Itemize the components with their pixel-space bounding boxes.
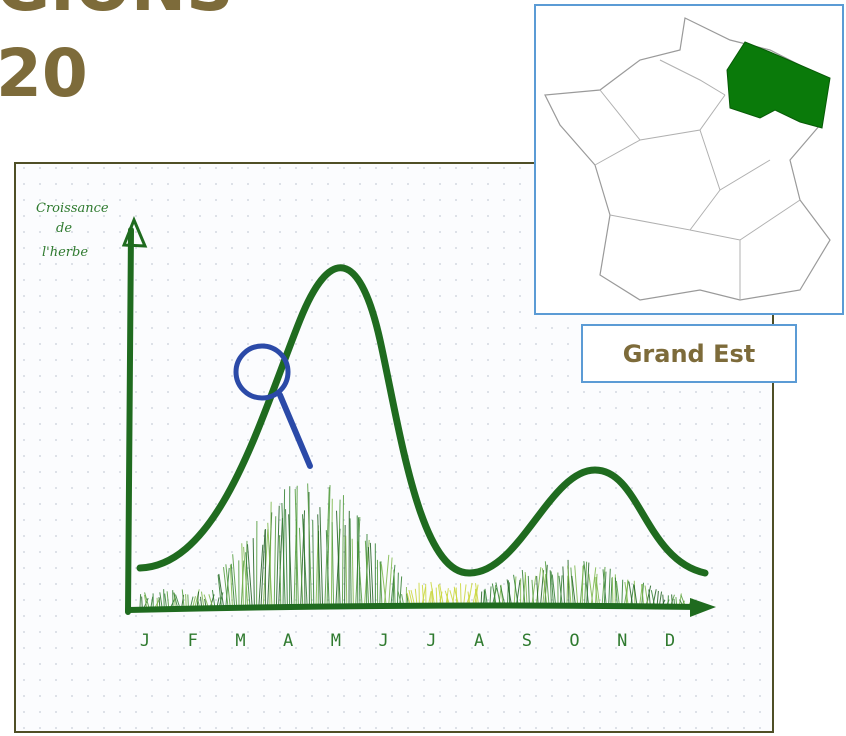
grass-blade xyxy=(337,499,341,608)
grass-blade xyxy=(351,538,354,608)
grass-blade xyxy=(367,547,372,608)
grass-blade xyxy=(307,483,313,608)
month-label: S xyxy=(522,631,532,651)
region-label: Grand Est xyxy=(623,340,756,368)
grass-blade xyxy=(278,535,282,608)
grass-blade xyxy=(275,505,280,608)
grass-blade xyxy=(357,541,363,608)
grass-blade xyxy=(232,554,238,608)
grass-blade xyxy=(278,518,283,608)
grass-blade xyxy=(312,520,315,608)
grass-blade xyxy=(341,495,344,608)
month-label: M xyxy=(235,631,245,651)
grass-blade xyxy=(326,485,331,608)
grass-blade xyxy=(260,529,266,608)
grass-blade xyxy=(141,596,143,608)
grass-blade xyxy=(294,488,299,608)
grass-blade xyxy=(185,594,187,608)
y-arrow xyxy=(121,216,148,248)
grass-blade xyxy=(267,522,273,608)
grass-blade xyxy=(223,566,229,608)
month-label: O xyxy=(569,631,579,651)
month-label: M xyxy=(331,631,341,651)
grass-blade xyxy=(269,501,272,608)
growth-curve xyxy=(136,264,709,577)
magnifier-handle xyxy=(277,392,313,469)
grass-blade xyxy=(336,510,341,608)
month-label: J xyxy=(140,631,150,651)
grass-blade xyxy=(156,597,159,608)
grass-blade xyxy=(319,507,324,608)
grass-blade xyxy=(317,514,321,608)
grass-blade xyxy=(173,592,178,608)
grass-blade xyxy=(166,591,170,608)
grass-blade xyxy=(150,596,154,608)
grass-blade xyxy=(159,592,163,608)
month-label: F xyxy=(188,631,198,651)
grass-blade xyxy=(187,594,189,608)
x-arrow xyxy=(690,598,716,617)
grass-blade xyxy=(345,535,348,608)
grass-blade xyxy=(241,543,244,608)
grass-blade xyxy=(143,594,148,608)
grass-blade xyxy=(217,574,222,608)
grass-blade xyxy=(611,576,614,608)
grass-blade xyxy=(158,597,161,608)
grass-blade xyxy=(325,530,330,608)
month-label: A xyxy=(474,631,484,651)
month-label: J xyxy=(426,631,436,651)
grass-blade xyxy=(288,514,293,608)
region-label-box xyxy=(581,324,797,383)
grass-blade xyxy=(331,522,335,608)
month-label: A xyxy=(283,631,293,651)
grass-blade xyxy=(139,594,142,608)
grass-blade xyxy=(194,589,200,608)
magnifier-lens xyxy=(233,343,291,401)
grass-blade xyxy=(301,514,308,608)
x-axis xyxy=(125,602,703,613)
grass-blade xyxy=(252,538,255,608)
grass-blade xyxy=(229,564,233,608)
grass-blade xyxy=(356,515,359,608)
grass-blade xyxy=(281,502,286,608)
y-axis-label: l'herbe xyxy=(42,245,88,260)
grass-blade xyxy=(388,557,393,608)
grass-blade xyxy=(245,552,251,608)
grass-blade xyxy=(243,546,249,608)
grass-blade xyxy=(230,563,236,608)
map: Grand Est xyxy=(534,4,844,383)
region-borders xyxy=(594,59,801,300)
month-label: J xyxy=(379,631,389,651)
month-label: N xyxy=(617,631,627,651)
grass-blade xyxy=(285,509,288,608)
grass-blade xyxy=(344,525,346,608)
title-line: 20 xyxy=(0,35,88,112)
grass-blade xyxy=(273,516,277,608)
y-axis-label: Croissance xyxy=(36,201,109,216)
grass-blade xyxy=(349,518,352,608)
grass-blade xyxy=(330,498,333,608)
grass-blade xyxy=(245,540,248,608)
grass-blade xyxy=(144,592,150,608)
grass-blade xyxy=(246,544,253,608)
grass-blade xyxy=(163,589,165,608)
y-axis xyxy=(125,227,134,615)
grass-blade xyxy=(364,540,370,608)
grass-blade xyxy=(369,542,374,608)
y-axis-label: de xyxy=(56,221,72,236)
title-line: GIONS xyxy=(0,0,234,26)
grass-blade xyxy=(181,589,185,608)
grass-blade xyxy=(225,567,230,608)
grass-blade xyxy=(225,564,231,608)
month-label: D xyxy=(665,631,675,651)
grass-blade xyxy=(383,554,390,608)
highlighted-region xyxy=(726,41,831,129)
grass-blade xyxy=(218,573,225,608)
grass-blade xyxy=(298,527,304,608)
grass-blade xyxy=(164,593,167,608)
grass-blade xyxy=(258,544,264,608)
